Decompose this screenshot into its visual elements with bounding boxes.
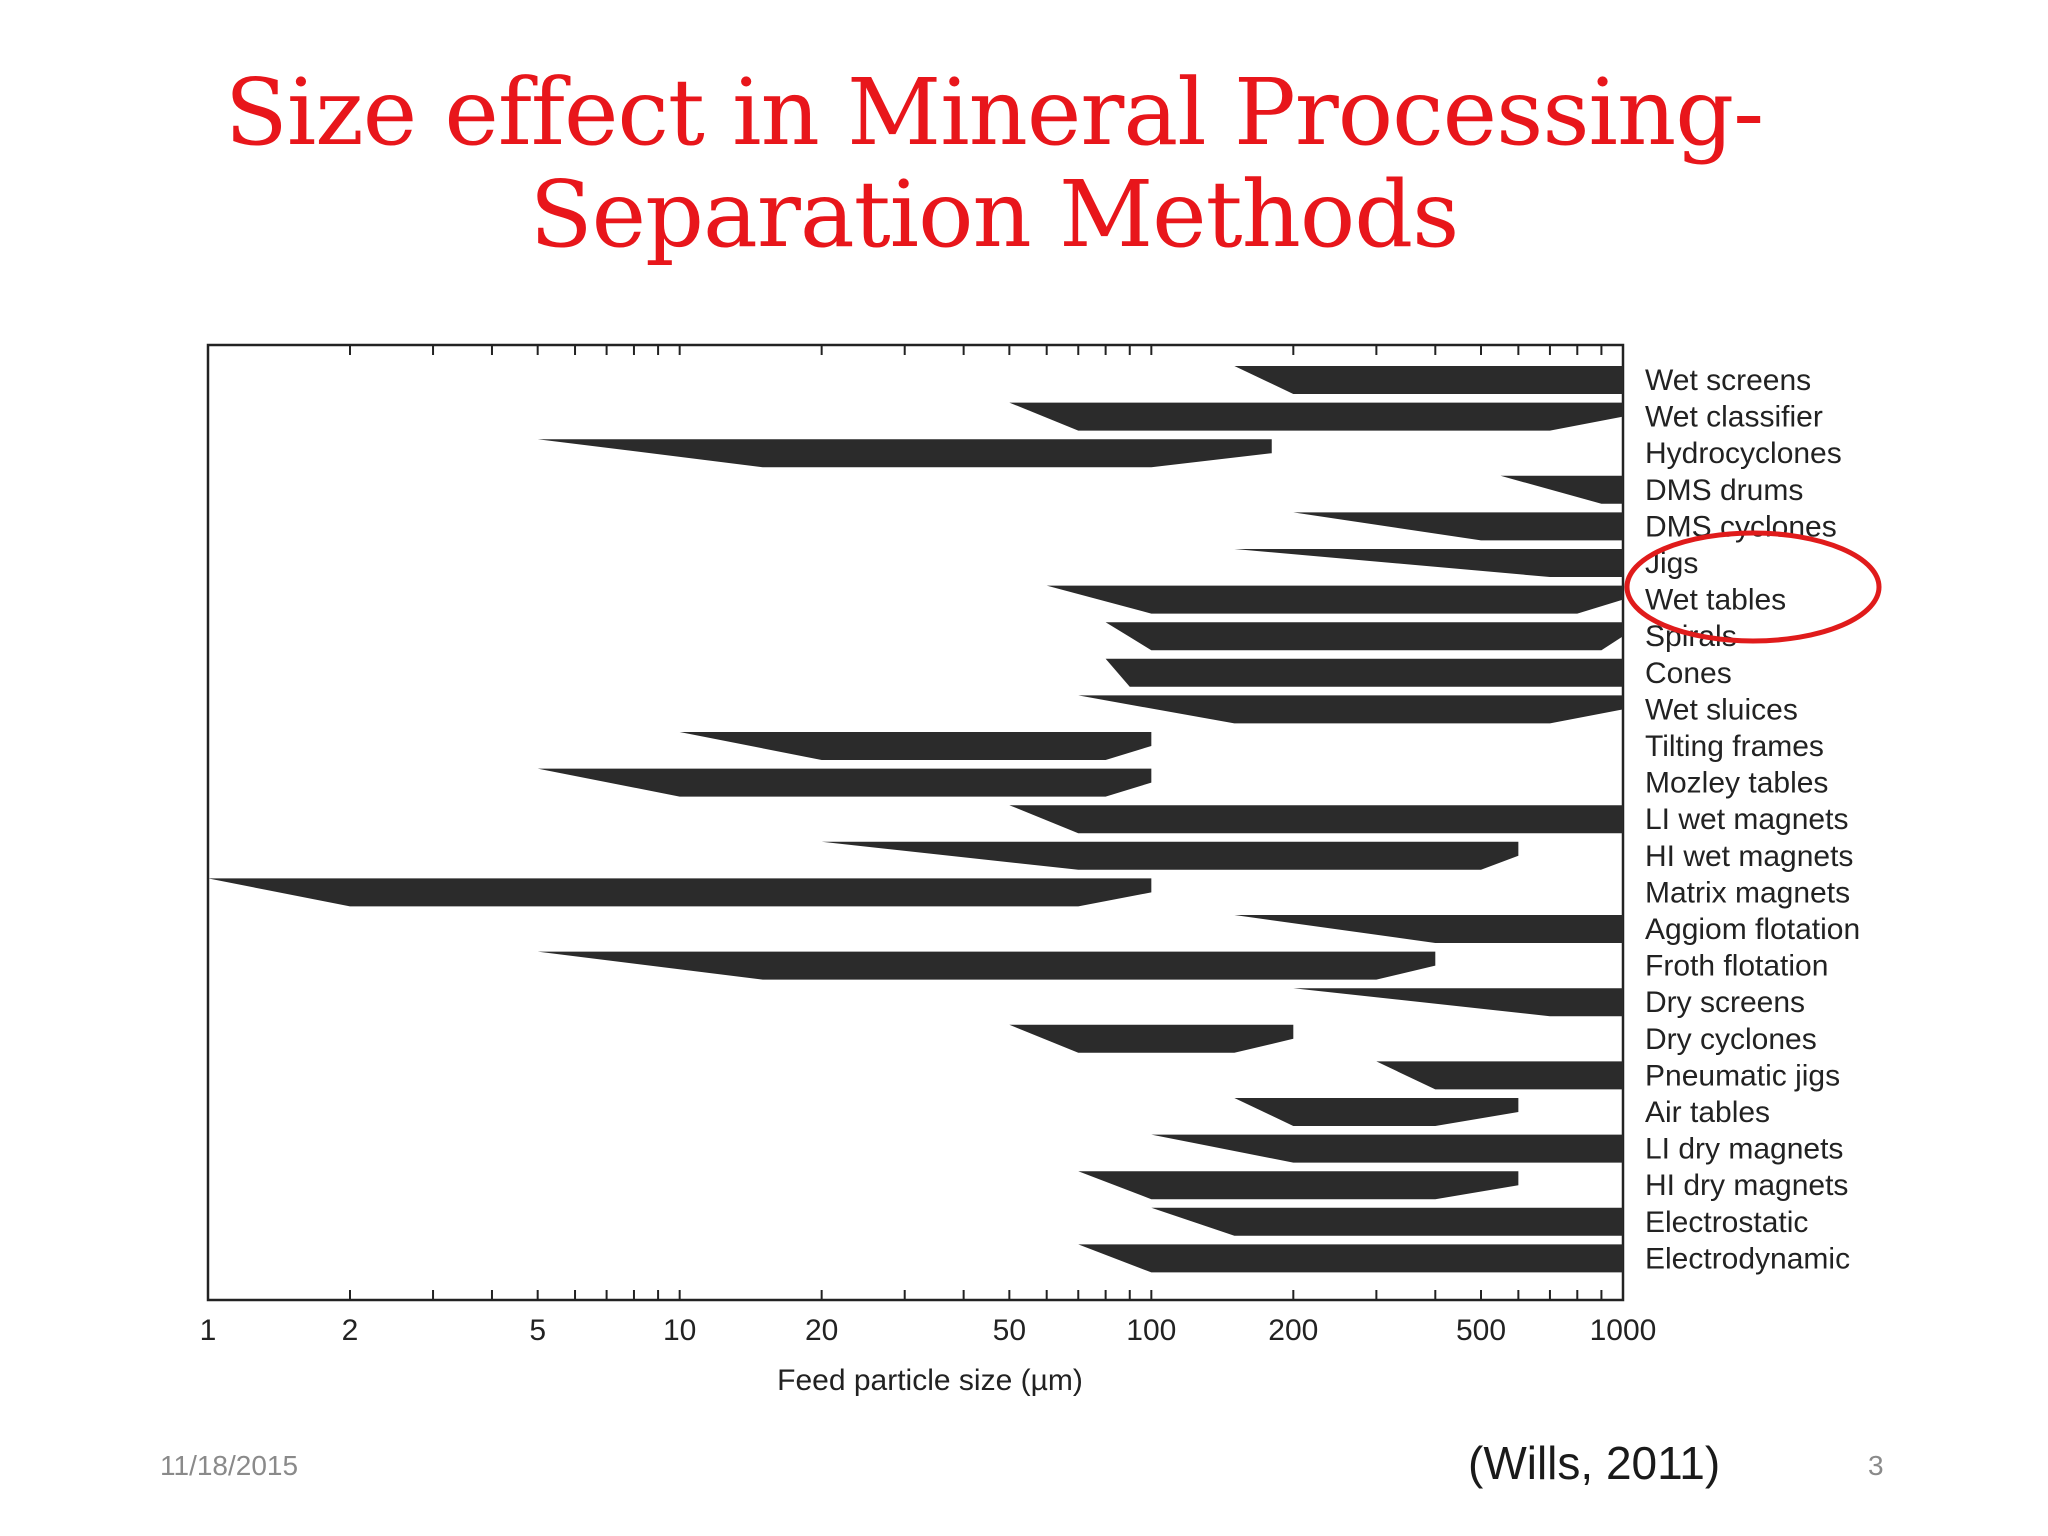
bars-group <box>208 366 1623 1273</box>
x-tick-label: 20 <box>805 1314 838 1347</box>
bar-dry-screens <box>1293 988 1623 1017</box>
bar-jigs <box>1234 549 1623 577</box>
bar-electrodynamic <box>1078 1244 1623 1273</box>
label-li-wet-magnets: LI wet magnets <box>1645 803 1848 836</box>
bar-li-wet-magnets <box>1009 805 1623 834</box>
x-axis-ticks: 1 2 5 10 20 50 100 200 500 1000 <box>200 345 1657 1347</box>
label-dry-screens: Dry screens <box>1645 986 1805 1019</box>
label-electrodynamic: Electrodynamic <box>1645 1242 1850 1275</box>
slide-title: Size effect in Mineral Processing- Separ… <box>0 62 1988 266</box>
label-wet-tables: Wet tables <box>1645 584 1786 617</box>
x-tick-label: 2 <box>342 1314 359 1347</box>
slide-title-line-2: Separation Methods <box>529 161 1460 268</box>
x-tick-label: 1 <box>200 1314 217 1347</box>
bar-wet-screens <box>1234 366 1623 394</box>
bar-wet-classifier <box>1009 402 1623 431</box>
label-mozley-tables: Mozley tables <box>1645 767 1828 800</box>
label-wet-screens: Wet screens <box>1645 364 1811 397</box>
label-tilting-frames: Tilting frames <box>1645 730 1824 763</box>
bar-dms-cyclones <box>1293 512 1623 541</box>
bar-hydrocyclones <box>537 439 1272 468</box>
label-air-tables: Air tables <box>1645 1096 1770 1129</box>
x-tick-label: 200 <box>1268 1314 1318 1347</box>
label-hydrocyclones: Hydrocyclones <box>1645 437 1842 470</box>
label-wet-classifier: Wet classifier <box>1645 401 1823 434</box>
label-li-dry-magnets: LI dry magnets <box>1645 1133 1843 1166</box>
bar-air-tables <box>1234 1098 1519 1126</box>
bar-hi-dry-magnets <box>1078 1171 1519 1200</box>
bar-li-dry-magnets <box>1151 1134 1623 1163</box>
bar-mozley-tables <box>537 768 1152 797</box>
label-matrix-magnets: Matrix magnets <box>1645 876 1850 909</box>
label-froth-flotation: Froth flotation <box>1645 950 1828 983</box>
x-tick-label: 100 <box>1126 1314 1176 1347</box>
x-tick-label: 500 <box>1456 1314 1506 1347</box>
bar-aggiom-flotation <box>1234 915 1623 943</box>
label-dms-drums: DMS drums <box>1645 474 1803 507</box>
label-cones: Cones <box>1645 657 1732 690</box>
label-pneumatic-jigs: Pneumatic jigs <box>1645 1059 1840 1092</box>
bar-tilting-frames <box>679 732 1152 760</box>
bar-hi-wet-magnets <box>821 841 1519 870</box>
bar-pneumatic-jigs <box>1376 1061 1623 1090</box>
highlight-circle <box>1624 530 1882 644</box>
slide-title-line-1: Size effect in Mineral Processing- <box>224 59 1764 166</box>
label-hi-wet-magnets: HI wet magnets <box>1645 840 1853 873</box>
label-wet-sluices: Wet sluices <box>1645 693 1798 726</box>
bar-dry-cyclones <box>1009 1024 1294 1053</box>
x-tick-label: 5 <box>529 1314 546 1347</box>
bar-froth-flotation <box>537 951 1436 980</box>
x-tick-label: 50 <box>993 1314 1026 1347</box>
x-tick-label: 10 <box>663 1314 696 1347</box>
bar-wet-sluices <box>1078 695 1623 724</box>
bar-electrostatic <box>1151 1207 1623 1236</box>
footer-citation: (Wills, 2011) <box>1468 1437 1721 1489</box>
bar-wet-tables <box>1046 585 1623 614</box>
bar-matrix-magnets <box>208 878 1152 907</box>
x-axis-label: Feed particle size (µm) <box>777 1364 1083 1397</box>
x-tick-label: 1000 <box>1590 1314 1657 1347</box>
label-electrostatic: Electrostatic <box>1645 1206 1808 1239</box>
bar-spirals <box>1105 622 1623 651</box>
label-aggiom-flotation: Aggiom flotation <box>1645 913 1860 946</box>
footer-date: 11/18/2015 <box>160 1450 299 1481</box>
bar-cones <box>1105 658 1623 687</box>
label-dry-cyclones: Dry cyclones <box>1645 1023 1817 1056</box>
bar-dms-drums <box>1500 475 1623 504</box>
label-hi-dry-magnets: HI dry magnets <box>1645 1169 1848 1202</box>
footer-page-number: 3 <box>1868 1450 1884 1481</box>
